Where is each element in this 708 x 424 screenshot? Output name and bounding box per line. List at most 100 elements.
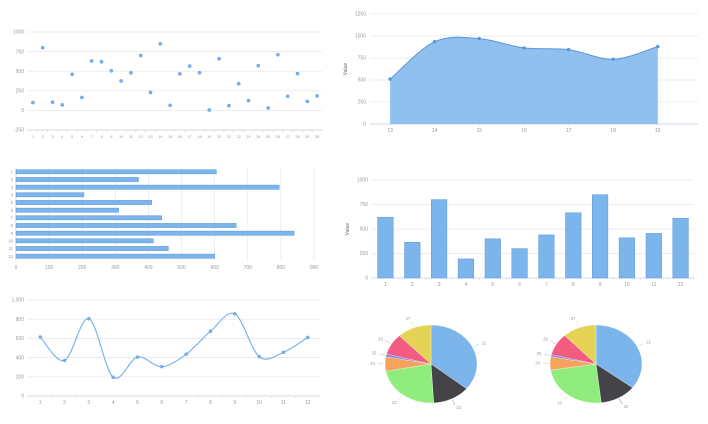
svg-text:-250: -250 [14, 128, 24, 134]
svg-text:800: 800 [277, 265, 286, 271]
pie-chart-right[interactable]: 21 22 23 24 25 26 27 [506, 300, 684, 424]
svg-text:24: 24 [256, 135, 260, 139]
svg-text:6: 6 [81, 135, 83, 139]
svg-text:3: 3 [11, 185, 14, 190]
pie-chart-left[interactable]: 21 22 23 24 25 26 27 [341, 300, 519, 424]
svg-text:10: 10 [119, 135, 123, 139]
svg-text:9: 9 [110, 135, 112, 139]
area-chart-svg: 0 250 500 750 1000 1250 Value 13 14 15 16 17 18 19 [343, 12, 698, 134]
svg-text:14: 14 [158, 135, 162, 139]
svg-text:22: 22 [624, 404, 629, 409]
svg-text:5: 5 [11, 200, 14, 205]
svg-text:1000: 1000 [357, 178, 368, 184]
scatter-chart[interactable]: -250 0 250 500 750 1000 1 2 3 4 5 6 7 8 9 10 11 12 13 14 15 1… [2, 6, 328, 146]
svg-text:750: 750 [360, 202, 369, 208]
svg-text:3: 3 [51, 135, 53, 139]
svg-text:12: 12 [139, 135, 143, 139]
svg-text:750: 750 [358, 56, 367, 62]
svg-text:1: 1 [11, 169, 14, 174]
svg-text:13: 13 [387, 128, 393, 134]
svg-text:2: 2 [411, 282, 414, 288]
svg-text:21: 21 [482, 341, 487, 346]
svg-text:24: 24 [535, 361, 540, 366]
svg-text:600: 600 [16, 336, 25, 342]
svg-text:6: 6 [160, 400, 163, 406]
svg-text:25: 25 [266, 135, 270, 139]
svg-text:15: 15 [477, 128, 483, 134]
svg-text:750: 750 [16, 49, 25, 55]
svg-text:0: 0 [365, 276, 368, 282]
svg-text:100: 100 [45, 265, 54, 271]
svg-text:22: 22 [456, 405, 461, 410]
svg-text:10: 10 [624, 282, 630, 288]
svg-text:1: 1 [39, 400, 42, 406]
svg-text:5: 5 [491, 282, 494, 288]
svg-text:1: 1 [32, 135, 34, 139]
svg-text:12: 12 [678, 282, 684, 288]
svg-text:13: 13 [148, 135, 152, 139]
vertical-bar-chart[interactable]: 0 250 500 750 1000 Value 1 2 3 4 5 6 7 8 9 10 11 12 [342, 166, 706, 300]
svg-text:500: 500 [360, 227, 369, 233]
svg-text:8: 8 [209, 400, 212, 406]
svg-text:2: 2 [11, 177, 14, 182]
svg-text:17: 17 [566, 128, 572, 134]
svg-text:23: 23 [557, 400, 562, 405]
line-chart[interactable]: 0 200 400 600 800 1,000 1 2 3 4 5 6 7 8 9 10 11 12 [2, 290, 328, 418]
svg-text:1,000: 1,000 [11, 298, 24, 304]
svg-text:22: 22 [237, 135, 241, 139]
svg-text:500: 500 [358, 78, 367, 84]
svg-text:11: 11 [129, 135, 133, 139]
svg-text:23: 23 [392, 400, 397, 405]
area-chart[interactable]: 0 250 500 750 1000 1250 Value 13 14 15 16 17 18 19 [340, 0, 706, 142]
svg-text:7: 7 [11, 215, 14, 220]
svg-text:0: 0 [21, 108, 24, 114]
svg-text:1: 1 [384, 282, 387, 288]
svg-text:Value: Value [343, 63, 349, 76]
svg-text:6: 6 [11, 208, 14, 213]
svg-text:10: 10 [256, 400, 262, 406]
horizontal-bar-chart[interactable]: 0 100 200 300 400 500 600 700 800 900 1 2 3 4 5 6 7 8 9 10 1… [2, 160, 328, 278]
svg-text:200: 200 [78, 265, 87, 271]
svg-text:800: 800 [16, 317, 25, 323]
svg-text:700: 700 [244, 265, 253, 271]
svg-text:28: 28 [295, 135, 299, 139]
pie-chart-right-svg: 21 22 23 24 25 26 27 [535, 316, 651, 409]
svg-text:400: 400 [144, 265, 153, 271]
svg-text:0: 0 [21, 394, 24, 400]
svg-text:4: 4 [112, 400, 115, 406]
svg-text:1000: 1000 [355, 34, 366, 40]
svg-text:27: 27 [406, 316, 411, 321]
svg-text:5: 5 [136, 400, 139, 406]
svg-text:900: 900 [310, 265, 319, 271]
svg-text:3: 3 [438, 282, 441, 288]
svg-text:500: 500 [177, 265, 186, 271]
svg-text:600: 600 [211, 265, 220, 271]
svg-text:26: 26 [276, 135, 280, 139]
svg-text:26: 26 [543, 337, 548, 342]
svg-text:500: 500 [16, 69, 25, 75]
svg-text:250: 250 [16, 89, 25, 95]
svg-text:7: 7 [91, 135, 93, 139]
svg-text:21: 21 [227, 135, 231, 139]
svg-text:25: 25 [372, 351, 377, 356]
svg-text:21: 21 [646, 340, 651, 345]
svg-text:14: 14 [432, 128, 438, 134]
svg-text:27: 27 [571, 316, 576, 321]
svg-text:18: 18 [610, 128, 616, 134]
svg-text:8: 8 [572, 282, 575, 288]
svg-text:29: 29 [305, 135, 309, 139]
svg-text:1000: 1000 [13, 30, 24, 36]
svg-text:2: 2 [63, 400, 66, 406]
pie-chart-left-svg: 21 22 23 24 25 26 27 [370, 316, 487, 410]
svg-text:24: 24 [370, 361, 375, 366]
svg-text:3: 3 [87, 400, 90, 406]
svg-text:2: 2 [42, 135, 44, 139]
svg-text:10: 10 [8, 238, 13, 243]
svg-text:300: 300 [111, 265, 120, 271]
horizontal-bar-chart-svg: 0 100 200 300 400 500 600 700 800 900123456789101… [8, 168, 319, 271]
svg-text:19: 19 [655, 128, 661, 134]
